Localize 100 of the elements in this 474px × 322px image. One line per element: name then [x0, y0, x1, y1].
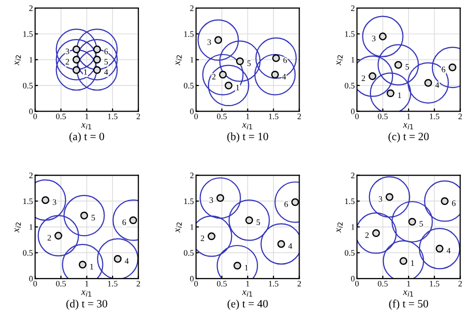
point: [277, 240, 286, 248]
text: (e) t = 40: [228, 300, 268, 310]
annotation: 3: [52, 199, 56, 205]
annotation: 4: [446, 248, 451, 254]
y-tick-label: 0.5: [22, 250, 33, 256]
point: [436, 244, 444, 252]
y-tick-label: 1.5: [184, 31, 194, 37]
y-axis-title: x$_{i2}$: [176, 222, 182, 233]
x-tick-label: 1.5: [430, 280, 440, 287]
x-tick-label: 0.5: [216, 280, 227, 287]
annotation: 1: [236, 84, 240, 90]
y-tick-label: 0: [29, 108, 33, 114]
annotation: 5: [406, 64, 410, 70]
x-axis-title: x$_{i1}$: [402, 123, 414, 130]
x-tick-label: 0.5: [216, 114, 227, 120]
annotation: 2: [362, 75, 366, 81]
x-tick-label: 0.5: [378, 280, 388, 287]
x-axis-title: x$_{i1}$: [242, 290, 252, 297]
point: [42, 196, 50, 204]
text: (a) t = 0: [69, 132, 104, 142]
x-tick-label: 1: [246, 114, 250, 120]
point: [219, 70, 227, 79]
point: [400, 257, 408, 265]
point: [93, 66, 101, 74]
y-tick-label: 0.5: [22, 82, 33, 88]
y-tick-label: 0: [29, 276, 33, 282]
y-axis-title: x$_{i2}$: [336, 222, 343, 233]
y-axis-title: x$_{i2}$: [14, 55, 21, 66]
text: (b) t = 10: [227, 132, 268, 142]
x-tick-label: 0.5: [56, 114, 66, 120]
point: [72, 66, 80, 74]
annotation: 6: [283, 57, 287, 63]
annotation: 1: [411, 260, 414, 266]
annotation: 2: [48, 234, 51, 240]
x-tick-label: 1.5: [108, 114, 118, 120]
y-tick-label: 2: [190, 5, 194, 11]
annotation: 2: [212, 74, 216, 80]
point: [394, 60, 402, 69]
point: [440, 197, 449, 205]
y-tick-label: 0.5: [184, 82, 194, 88]
x-axis-title: x$_{i1}$: [402, 290, 414, 297]
y-tick-label: 0: [190, 276, 194, 282]
annotation: 5: [92, 214, 95, 220]
point: [424, 79, 432, 87]
point: [72, 56, 80, 64]
text: (f) t = 50: [389, 300, 428, 310]
point: [408, 218, 416, 226]
point: [386, 193, 394, 201]
point: [448, 64, 456, 72]
y-tick-label: 1.5: [184, 198, 194, 204]
x-tick-label: 1.5: [430, 114, 440, 120]
y-tick-label: 0: [351, 108, 355, 114]
y-tick-label: 2: [351, 5, 354, 11]
annotation: 5: [104, 58, 108, 65]
annotation: 4: [288, 243, 292, 249]
annotation: 6: [442, 66, 446, 72]
y-tick-label: 2: [29, 5, 33, 11]
x-tick-label: 0: [355, 280, 359, 286]
y-axis-title: x$_{i2}$: [14, 222, 21, 233]
y-tick-label: 0.5: [344, 82, 355, 88]
point: [93, 56, 101, 64]
point: [368, 72, 376, 80]
annotation: 1: [90, 264, 94, 270]
annotation: 6: [104, 48, 108, 54]
y-tick-label: 1.5: [345, 198, 355, 204]
annotation: 5: [247, 60, 251, 66]
x-tick-label: 1: [85, 280, 88, 286]
x-tick-label: 1.5: [269, 280, 278, 287]
point: [245, 216, 254, 224]
y-axis-title: x$_{i2}$: [336, 55, 343, 66]
annotation: 2: [365, 232, 369, 238]
annotation: 1: [84, 69, 88, 75]
annotation: 6: [284, 201, 288, 207]
point: [214, 36, 222, 44]
annotation: 1: [245, 264, 248, 270]
annotation: 1: [398, 92, 402, 98]
annotation: 5: [420, 221, 423, 227]
y-tick-label: 2: [190, 172, 194, 178]
text: (c) t = 20: [388, 132, 429, 142]
x-tick-label: 2: [136, 114, 140, 120]
point: [224, 82, 232, 90]
x-tick-label: 0.5: [378, 114, 388, 120]
point: [129, 216, 138, 224]
x-tick-label: 0: [355, 114, 359, 120]
annotation: 4: [124, 258, 129, 264]
annotation: 4: [282, 74, 286, 80]
y-tick-label: 1: [190, 57, 194, 63]
x-tick-label: 2: [136, 280, 140, 286]
annotation: 6: [452, 200, 456, 206]
y-tick-label: 0.5: [184, 250, 194, 256]
point: [80, 212, 88, 220]
point: [291, 198, 300, 206]
annotation: 3: [208, 39, 211, 45]
text: (d) t = 30: [66, 300, 108, 310]
point: [236, 57, 244, 66]
y-tick-label: 1.5: [23, 198, 33, 204]
point: [378, 32, 387, 40]
annotation: 3: [66, 48, 70, 54]
x-tick-label: 2: [298, 280, 301, 286]
y-axis-title: x$_{i2}$: [176, 55, 182, 66]
